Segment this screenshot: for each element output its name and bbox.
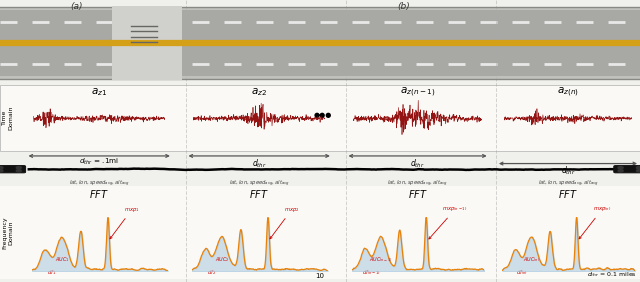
Text: $lat, lon, speed_{avg}, alt_{avg}$: $lat, lon, speed_{avg}, alt_{avg}$ bbox=[228, 179, 290, 189]
Circle shape bbox=[618, 167, 623, 169]
Text: $mxp_{(n-1)}$: $mxp_{(n-1)}$ bbox=[429, 206, 468, 239]
Text: $FFT$: $FFT$ bbox=[558, 188, 578, 200]
Text: Frequency
Domain: Frequency Domain bbox=[3, 216, 13, 249]
Text: $mxp_1$: $mxp_1$ bbox=[110, 206, 140, 239]
Text: $mxp_2$: $mxp_2$ bbox=[270, 206, 300, 239]
Text: $a_{z1}$: $a_{z1}$ bbox=[91, 86, 108, 98]
Circle shape bbox=[618, 170, 623, 172]
Circle shape bbox=[0, 167, 3, 169]
Text: $d_{thr}$: $d_{thr}$ bbox=[410, 157, 425, 169]
Text: $d_{thr}$ = .1mi: $d_{thr}$ = .1mi bbox=[79, 157, 119, 167]
Text: $lat, lon, speed_{avg}, alt_{avg}$: $lat, lon, speed_{avg}, alt_{avg}$ bbox=[68, 179, 130, 189]
Text: $df_2$: $df_2$ bbox=[207, 268, 217, 277]
Circle shape bbox=[636, 170, 640, 172]
Text: $a_{z2}$: $a_{z2}$ bbox=[251, 86, 268, 98]
Text: $FFT$: $FFT$ bbox=[250, 188, 269, 200]
Text: (b): (b) bbox=[397, 2, 410, 11]
Text: $FFT$: $FFT$ bbox=[90, 188, 109, 200]
Text: 10: 10 bbox=[316, 273, 324, 279]
Circle shape bbox=[636, 167, 640, 169]
Text: $lat, lon, speed_{avg}, alt_{avg}$: $lat, lon, speed_{avg}, alt_{avg}$ bbox=[538, 179, 598, 189]
FancyBboxPatch shape bbox=[614, 166, 640, 173]
Bar bbox=[0, 85, 640, 151]
Bar bbox=[0, 10, 640, 76]
Circle shape bbox=[0, 170, 3, 172]
Text: $AUC_{(n)}$: $AUC_{(n)}$ bbox=[523, 255, 540, 264]
Text: $df_1$: $df_1$ bbox=[47, 268, 57, 277]
Text: (a): (a) bbox=[70, 2, 83, 11]
FancyBboxPatch shape bbox=[0, 166, 26, 173]
Text: $FFT$: $FFT$ bbox=[408, 188, 428, 200]
Text: $a_{z(n)}$: $a_{z(n)}$ bbox=[557, 86, 579, 100]
Text: $df_{(n)}$: $df_{(n)}$ bbox=[516, 269, 528, 277]
Text: $AUC_2$: $AUC_2$ bbox=[214, 255, 229, 264]
Bar bbox=[0, 7, 640, 79]
Circle shape bbox=[16, 167, 21, 169]
Text: $mxp_{(n)}$: $mxp_{(n)}$ bbox=[579, 206, 611, 239]
Text: $d_{thr}$ = 0.1 miles: $d_{thr}$ = 0.1 miles bbox=[587, 270, 637, 279]
Text: $lat, lon, speed_{avg}, alt_{avg}$: $lat, lon, speed_{avg}, alt_{avg}$ bbox=[387, 179, 448, 189]
Text: $AUC_{(n-1)}$: $AUC_{(n-1)}$ bbox=[369, 255, 393, 264]
Text: $a_{z(n-1)}$: $a_{z(n-1)}$ bbox=[400, 86, 435, 100]
Text: $df_{(n-1)}$: $df_{(n-1)}$ bbox=[362, 269, 381, 277]
Text: $d_{thr}$: $d_{thr}$ bbox=[252, 157, 267, 169]
Circle shape bbox=[16, 170, 21, 172]
Bar bbox=[0, 186, 640, 279]
Text: $AUC_1$: $AUC_1$ bbox=[54, 255, 69, 264]
Bar bbox=[112, 6, 182, 80]
Text: Time
Domain: Time Domain bbox=[3, 105, 13, 130]
Text: ●●●: ●●● bbox=[314, 112, 332, 118]
Text: $d_{thr}$: $d_{thr}$ bbox=[561, 165, 575, 177]
